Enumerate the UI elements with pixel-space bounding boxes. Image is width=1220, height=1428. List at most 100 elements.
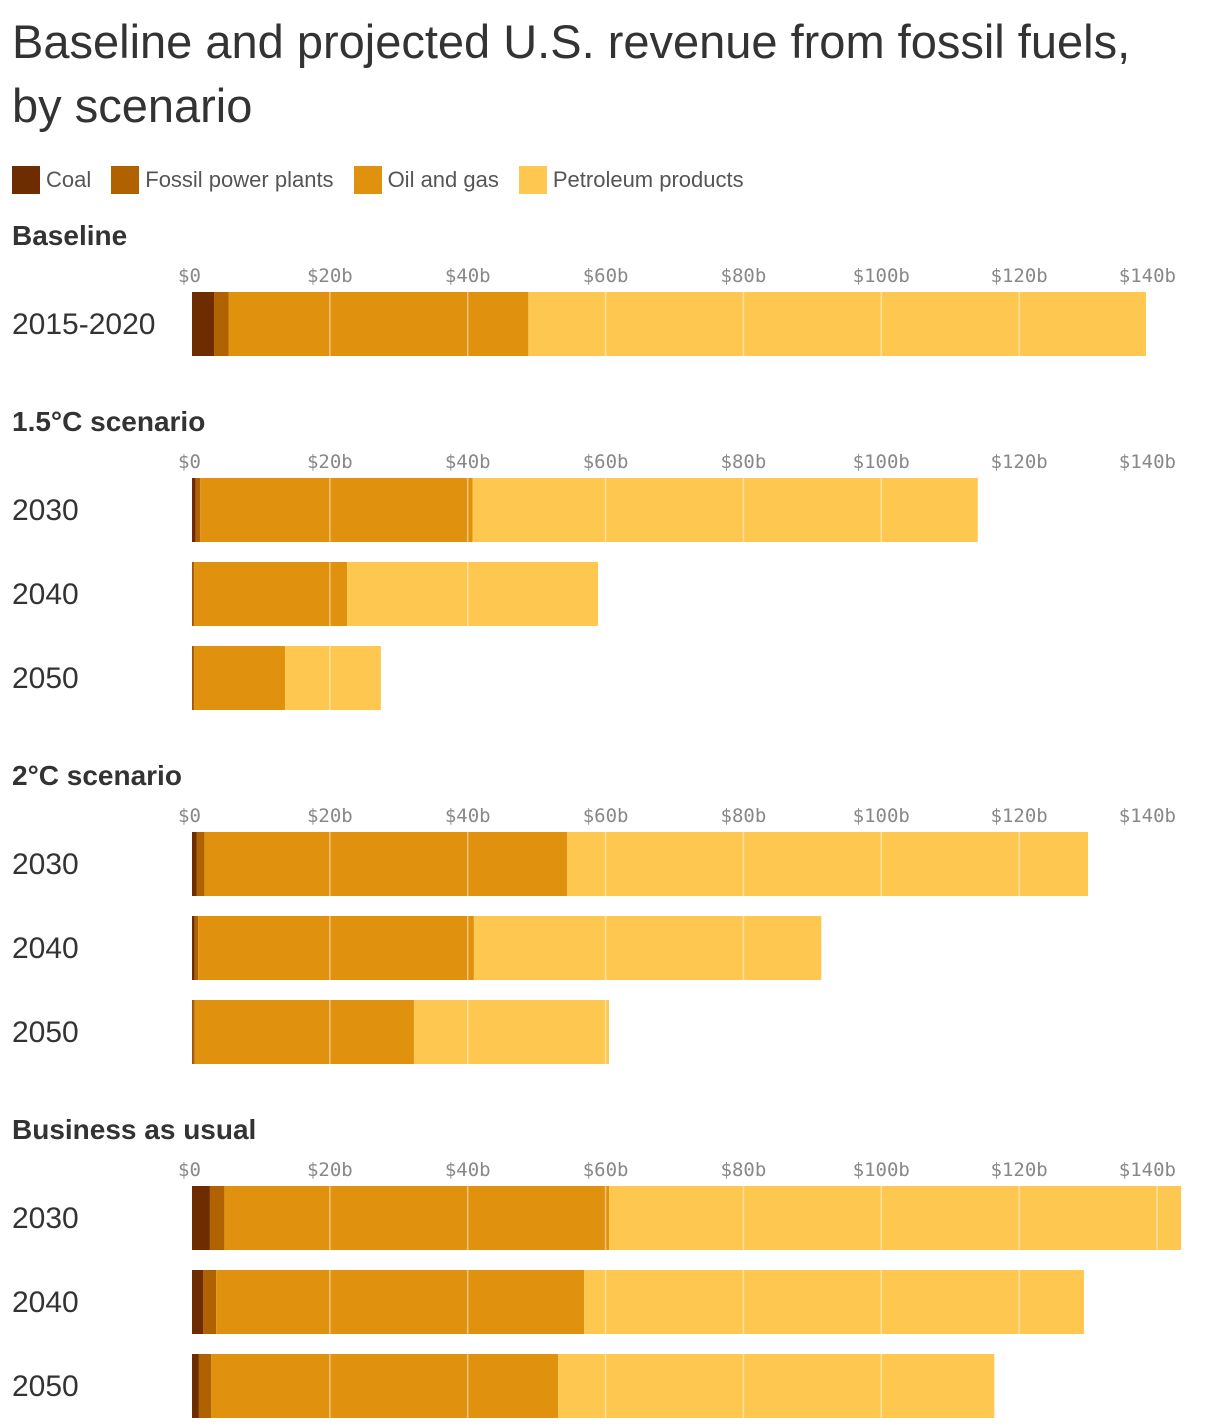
- panel-business-as-usual: Business as usual $0 $20b $40b $60b $80b $100b…: [12, 1114, 1182, 1418]
- bar-segment-oil-and-gas: [200, 478, 473, 542]
- bar-segment-coal: [192, 1270, 204, 1334]
- category-label: 2030: [12, 848, 79, 881]
- panel-baseline: Baseline $0 $20b $40b $60b $80b $100b $120b $140…: [12, 220, 1176, 356]
- bar-segment-oil-and-gas: [198, 916, 474, 980]
- legend-item-coal: Coal: [12, 166, 91, 194]
- tick-label: $0: [178, 265, 201, 287]
- bar-segment-fossil-power-plants: [196, 832, 205, 896]
- tick-label: $40b: [445, 451, 491, 473]
- tick-label: $20b: [307, 451, 353, 473]
- bar-row-2040: 2040: [12, 1270, 1084, 1334]
- tick-label: $40b: [445, 1159, 491, 1181]
- bar-segment-fossil-power-plants: [192, 562, 195, 626]
- category-label: 2040: [12, 932, 79, 965]
- category-label: 2040: [12, 578, 79, 611]
- tick-label: $120b: [991, 1159, 1048, 1181]
- bar-segment-oil-and-gas: [224, 1186, 610, 1250]
- legend-item-fossil-power-plants: Fossil power plants: [111, 166, 334, 194]
- legend-item-oil-and-gas: Oil and gas: [353, 166, 499, 194]
- panel-2c-scenario: 2°C scenario $0 $20b $40b $60b $80b $100b $120b…: [12, 760, 1176, 1064]
- bar-row-2015-2020: 2015-2020: [12, 292, 1146, 356]
- bar-segment-fossil-power-plants: [209, 1186, 225, 1250]
- bar-segment-coal: [192, 292, 215, 356]
- bar-segment-oil-and-gas: [204, 832, 567, 896]
- legend-swatch-petroleum-products: [518, 166, 547, 194]
- panel-title: 1.5°C scenario: [12, 406, 205, 437]
- legend-swatch-fossil-power-plants: [111, 166, 140, 194]
- category-label: 2040: [12, 1286, 79, 1319]
- tick-label: $0: [178, 805, 201, 827]
- bar-row-2030: 2030: [12, 832, 1089, 896]
- bar-segment-petroleum-products: [413, 1000, 610, 1064]
- bar-segment-oil-and-gas: [194, 1000, 414, 1064]
- bar-segment-coal: [192, 562, 193, 626]
- tick-label: $140b: [1119, 1159, 1176, 1181]
- bar-row-2030: 2030: [12, 1186, 1182, 1250]
- legend-swatch-coal: [12, 166, 40, 194]
- tick-label: $0: [178, 1159, 201, 1181]
- legend-label-fossil-power-plants: Fossil power plants: [145, 167, 334, 192]
- tick-label: $120b: [991, 451, 1048, 473]
- tick-label: $140b: [1119, 805, 1176, 827]
- legend-item-petroleum-products: Petroleum products: [518, 166, 744, 194]
- tick-label: $120b: [991, 805, 1048, 827]
- bar-segment-petroleum-products: [473, 916, 822, 980]
- bar-segment-coal: [192, 916, 195, 980]
- tick-label: $60b: [583, 1159, 629, 1181]
- category-label: 2030: [12, 494, 79, 527]
- chart-title: Baseline and projected U.S. revenue from…: [12, 15, 1131, 132]
- bar-segment-coal: [192, 1354, 199, 1418]
- bar-segment-fossil-power-plants: [192, 1000, 195, 1064]
- tick-label: $100b: [853, 1159, 910, 1181]
- bar-segment-coal: [192, 646, 193, 710]
- bar-segment-fossil-power-plants: [194, 916, 199, 980]
- tick-label: $20b: [307, 265, 353, 287]
- tick-label: $60b: [583, 805, 629, 827]
- panel-1-5c-scenario: 1.5°C scenario $0 $20b $40b $60b $80b $100b $12…: [12, 406, 1176, 710]
- category-label: 2050: [12, 1370, 79, 1403]
- legend: Coal Fossil power plants Oil and gas Pet…: [12, 165, 764, 195]
- bar-segment-coal: [192, 478, 196, 542]
- bar-segment-fossil-power-plants: [195, 478, 201, 542]
- panel-title: Business as usual: [12, 1114, 256, 1145]
- bar-row-2050: 2050: [12, 1354, 995, 1418]
- bar-row-2040: 2040: [12, 562, 598, 626]
- tick-label: $20b: [307, 1159, 353, 1181]
- bar-segment-coal: [192, 1186, 210, 1250]
- bar-segment-oil-and-gas: [211, 1354, 559, 1418]
- legend-swatch-oil-and-gas: [353, 166, 382, 194]
- tick-label: $100b: [853, 265, 910, 287]
- bar-segment-oil-and-gas: [194, 646, 286, 710]
- bar-segment-petroleum-products: [472, 478, 978, 542]
- bar-segment-petroleum-products: [347, 562, 598, 626]
- bar-row-2030: 2030: [12, 478, 978, 542]
- bar-segment-petroleum-products: [566, 832, 1089, 896]
- tick-label: $100b: [853, 805, 910, 827]
- panel-title: Baseline: [12, 220, 127, 251]
- legend-label-petroleum-products: Petroleum products: [552, 167, 744, 192]
- bar-segment-oil-and-gas: [216, 1270, 585, 1334]
- tick-label: $0: [178, 451, 201, 473]
- legend-label-coal: Coal: [46, 167, 92, 192]
- bar-segment-fossil-power-plants: [192, 646, 195, 710]
- bar-segment-petroleum-products: [528, 292, 1146, 356]
- tick-label: $80b: [721, 805, 767, 827]
- tick-label: $80b: [721, 1159, 767, 1181]
- tick-label: $140b: [1119, 265, 1176, 287]
- tick-label: $80b: [721, 451, 767, 473]
- bar-segment-oil-and-gas: [194, 562, 348, 626]
- bar-segment-coal: [192, 1000, 193, 1064]
- bar-segment-petroleum-products: [558, 1354, 995, 1418]
- tick-label: $120b: [991, 265, 1048, 287]
- bar-row-2050: 2050: [12, 646, 381, 710]
- panel-title: 2°C scenario: [12, 760, 182, 791]
- bar-segment-coal: [192, 832, 197, 896]
- tick-label: $60b: [583, 265, 629, 287]
- tick-label: $60b: [583, 451, 629, 473]
- bar-segment-petroleum-products: [584, 1270, 1084, 1334]
- bar-segment-petroleum-products: [285, 646, 381, 710]
- category-label: 2050: [12, 662, 79, 695]
- bar-segment-fossil-power-plants: [203, 1270, 217, 1334]
- bar-segment-fossil-power-plants: [214, 292, 229, 356]
